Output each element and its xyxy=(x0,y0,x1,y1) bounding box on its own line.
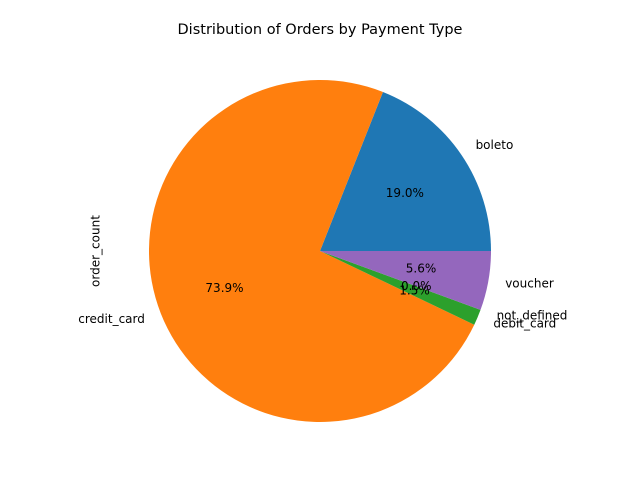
pie-slices xyxy=(148,79,491,422)
label-credit-card: credit_card xyxy=(78,312,145,326)
label-voucher: voucher xyxy=(505,276,554,290)
label-debit-card: debit_card xyxy=(493,317,556,331)
percent-label-boleto: 19.0% xyxy=(386,186,424,200)
slice-credit-card xyxy=(148,79,475,422)
y-axis-label: order_count xyxy=(89,215,103,287)
slice-boleto xyxy=(320,92,491,251)
slice-voucher xyxy=(320,251,491,310)
slice-debit-card xyxy=(320,251,481,325)
chart-title: Distribution of Orders by Payment Type xyxy=(178,22,463,38)
pie-labels: boleto 19.0% credit_card 73.9% debit_card 1.5… xyxy=(78,138,567,331)
label-boleto: boleto xyxy=(476,138,514,152)
percent-label-not-defined: 0.0% xyxy=(401,279,432,293)
percent-label-credit-card: 73.9% xyxy=(205,281,243,295)
percent-label-debit-card: 1.5% xyxy=(399,283,430,297)
percent-label-voucher: 5.6% xyxy=(406,261,437,275)
label-not-defined: not_defined xyxy=(497,308,568,322)
